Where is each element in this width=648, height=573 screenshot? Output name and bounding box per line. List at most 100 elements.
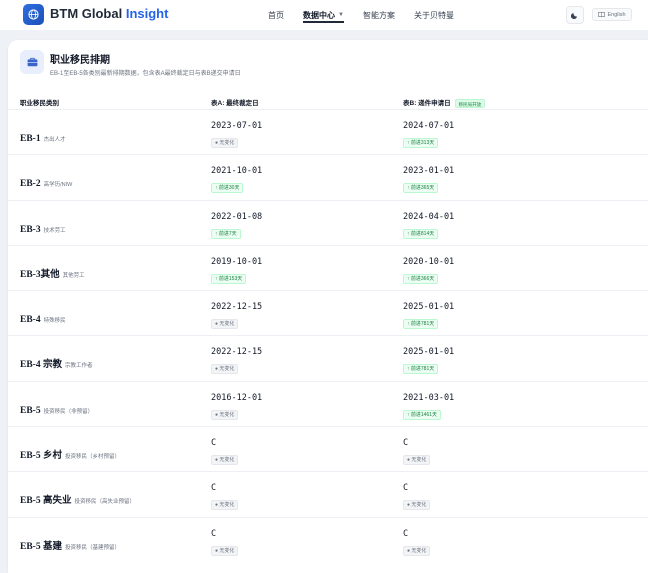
table-a-change-label: 前进30天 (218, 185, 240, 192)
card-title: 职业移民排期 (50, 55, 110, 66)
filing-date: 2024-07-01 (403, 121, 455, 131)
category-name: EB-3 (20, 224, 41, 235)
uscis-open-tag: 移民局开放 (454, 98, 486, 108)
category-description: 投资移民（基建预留） (64, 544, 120, 551)
brand-name[interactable]: BTM Global Insight (50, 6, 168, 21)
nav-solutions[interactable]: 智能方案 (363, 0, 395, 30)
final-action-date: C (211, 438, 217, 449)
arrow-up-icon: ↑ (407, 366, 411, 373)
table-row: EB-4 宗教 宗教工作者 2022-12-15 ● 无变化 2025-01-01 ↑ 前… (8, 335, 648, 380)
nav-about-label: 关于贝特曼 (413, 10, 454, 20)
arrow-up-icon: ↑ (407, 140, 411, 146)
card-subtitle: EB-1至EB-5各类别最新排期数据，包含表A最终裁定日与表B递交申请日 (50, 71, 241, 77)
table-a-change-label: 前进153天 (218, 275, 243, 282)
table-row: EB-5 投资移民（非预留） 2016-12-01 ● 无变化 2021-03-01 ↑ … (8, 380, 648, 426)
dot-icon: ● (215, 502, 220, 509)
table-a-change-label: 无变化 (219, 502, 235, 509)
table-b-change-badge: ↑ 前进365天 (403, 183, 439, 194)
chevron-down-icon: ▼ (338, 12, 344, 18)
arrow-up-icon: ↑ (407, 275, 411, 282)
nav-data-center-label: 数据中心 (303, 10, 335, 20)
table-a-cell: 2022-12-15 ● 无变化 (211, 302, 262, 330)
category-description: 投资移民（非预留） (43, 408, 94, 415)
table-b-change-label: 前进781天 (410, 321, 435, 328)
filing-date: 2025-01-01 (403, 302, 455, 313)
language-icon (598, 12, 606, 17)
table-row: EB-4 特殊移民 2022-12-15 ● 无变化 2025-01-01 ↑ 前进781… (8, 290, 648, 335)
table-b-cell: 2023-01-01 ↑ 前进365天 (403, 166, 454, 194)
column-header-category: 职业移民类别 (20, 100, 59, 107)
table-b-cell: 2021-03-01 ↑ 前进1461天 (403, 393, 454, 421)
card-icon-box (20, 50, 44, 74)
filing-date: C (403, 438, 409, 449)
theme-toggle-button[interactable] (566, 6, 584, 24)
table-b-change-badge: ↑ 前进366天 (403, 273, 439, 284)
category-description: 投资移民（乡村预留） (64, 454, 120, 461)
table-a-cell: C ● 无变化 (211, 483, 239, 511)
table-a-change-label: 前进7天 (218, 230, 237, 237)
category-description: 特殊移民 (43, 318, 66, 325)
table-a-change-badge: ● 无变化 (211, 409, 239, 420)
moon-icon (571, 13, 577, 19)
category-description: 杰出人才 (43, 137, 66, 143)
dot-icon: ● (215, 366, 220, 373)
column-header-table-b: 表B: 递件申请日 移民局开放 (403, 97, 486, 108)
table-b-change-badge: ● 无变化 (403, 545, 431, 556)
table-row: EB-3 技术劳工 2022-01-08 ↑ 前进7天 2024-04-01 ↑ 前进81… (8, 199, 648, 245)
category-cell: EB-5 高失业 投资移民（高失业预留） (20, 490, 135, 508)
category-name: EB-5 高失业 (20, 496, 72, 507)
table-b-change-label: 前进366天 (410, 275, 435, 282)
table-b-cell: 2020-10-01 ↑ 前进366天 (403, 257, 454, 285)
brand-accent: Insight (125, 6, 169, 21)
arrow-up-icon: ↑ (215, 185, 219, 192)
nav-data-center[interactable]: 数据中心 ▼ (303, 0, 344, 30)
category-name: EB-5 基建 (20, 541, 62, 552)
filing-date: 2020-10-01 (403, 256, 455, 267)
table-b-change-label: 前进814天 (410, 230, 435, 237)
table-a-change-badge: ● 无变化 (211, 500, 239, 511)
dot-icon: ● (407, 502, 412, 509)
table-body: EB-1 杰出人才 2023-07-01 ● 无变化 2024-07-01 ↑ 前进313… (8, 109, 648, 562)
table-a-change-badge: ● 无变化 (211, 455, 239, 466)
category-name: EB-5 乡村 (20, 451, 62, 462)
brand-main: BTM Global (50, 6, 123, 21)
table-header: 职业移民类别 表A: 最终裁定日 表B: 递件申请日 移民局开放 (8, 93, 648, 109)
dot-icon: ● (407, 547, 412, 554)
final-action-date: 2016-12-01 (211, 392, 263, 403)
filing-date: 2021-03-01 (403, 392, 455, 403)
column-header-table-b-label: 表B: 递件申请日 (403, 100, 451, 107)
table-b-cell: C ● 无变化 (403, 483, 431, 511)
table-a-change-badge: ● 无变化 (211, 319, 239, 330)
language-button[interactable]: English (592, 8, 632, 21)
arrow-up-icon: ↑ (407, 321, 411, 328)
table-a-cell: C ● 无变化 (211, 528, 239, 557)
category-cell: EB-3 技术劳工 (20, 219, 66, 237)
table-b-change-label: 前进781天 (410, 366, 435, 373)
table-a-cell: 2022-12-15 ● 无变化 (211, 347, 262, 375)
table-b-change-label: 无变化 (411, 457, 427, 464)
category-cell: EB-4 宗教 宗教工作者 (20, 354, 92, 372)
globe-icon (28, 9, 39, 20)
nav-about[interactable]: 关于贝特曼 (414, 0, 454, 30)
dot-icon: ● (215, 411, 220, 418)
language-label: English (607, 11, 626, 18)
table-a-change-badge: ↑ 前进7天 (211, 228, 241, 239)
category-description: 其他劳工 (62, 272, 85, 279)
final-action-date: C (211, 528, 217, 539)
final-action-date: 2022-01-08 (211, 211, 263, 222)
table-row: EB-5 基建 投资移民（基建预留） C ● 无变化 C ● 无变化 (8, 516, 648, 562)
filing-date: 2023-01-01 (403, 166, 455, 177)
table-b-change-badge: ● 无变化 (403, 500, 431, 511)
nav-home[interactable]: 首页 (268, 0, 284, 30)
table-b-change-badge: ↑ 前进781天 (403, 319, 439, 330)
table-b-cell: 2025-01-01 ↑ 前进781天 (403, 347, 454, 375)
filing-date: C (403, 483, 409, 494)
table-a-change-badge: ↑ 前进153天 (211, 273, 247, 284)
dot-icon: ● (215, 457, 220, 464)
table-a-change-badge: ● 无变化 (211, 138, 239, 148)
category-cell: EB-1 杰出人才 (20, 128, 66, 146)
category-cell: EB-5 乡村 投资移民（乡村预留） (20, 445, 120, 463)
logo[interactable] (23, 4, 44, 25)
category-name: EB-2 (20, 179, 41, 190)
table-a-change-label: 无变化 (219, 366, 235, 373)
